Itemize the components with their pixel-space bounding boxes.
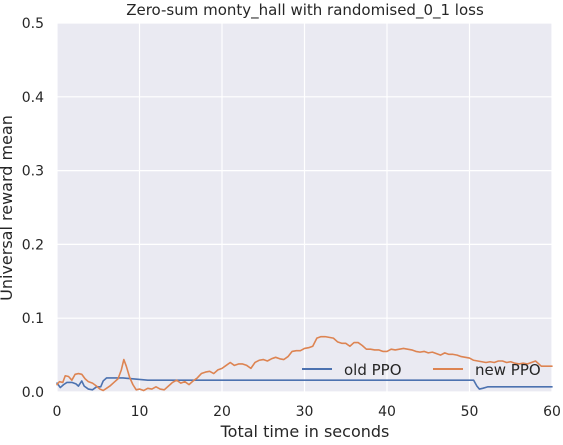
y-tick-labels: 0.0 0.1 0.2 0.3 0.4 0.5 bbox=[22, 16, 44, 401]
y-tick-label: 0.0 bbox=[22, 385, 44, 401]
x-tick-label: 20 bbox=[213, 404, 231, 420]
legend-label-old-ppo: old PPO bbox=[344, 361, 402, 379]
x-tick-label: 10 bbox=[131, 404, 149, 420]
series-line-new-ppo bbox=[56, 335, 553, 392]
series-layer bbox=[56, 335, 553, 392]
y-tick-label: 0.2 bbox=[22, 237, 44, 253]
y-tick-label: 0.1 bbox=[22, 311, 44, 327]
x-tick-label: 60 bbox=[543, 404, 561, 420]
series-line-old-ppo bbox=[56, 377, 553, 391]
chart-title: Zero-sum monty_hall with randomised_0_1 … bbox=[126, 1, 484, 20]
y-tick-label: 0.5 bbox=[22, 16, 44, 32]
y-tick-label: 0.4 bbox=[22, 90, 44, 106]
x-axis-label: Total time in seconds bbox=[220, 422, 390, 441]
x-tick-label: 30 bbox=[296, 404, 314, 420]
x-tick-label: 40 bbox=[378, 404, 396, 420]
legend-label-new-ppo: new PPO bbox=[475, 361, 541, 379]
y-axis-label: Universal reward mean bbox=[0, 115, 16, 301]
x-tick-label: 50 bbox=[461, 404, 479, 420]
legend: old PPO new PPO bbox=[302, 361, 541, 379]
y-tick-label: 0.3 bbox=[22, 164, 44, 180]
x-tick-labels: 0 10 20 30 40 50 60 bbox=[53, 404, 561, 420]
grid-layer bbox=[56, 22, 553, 393]
x-tick-label: 0 bbox=[53, 404, 62, 420]
